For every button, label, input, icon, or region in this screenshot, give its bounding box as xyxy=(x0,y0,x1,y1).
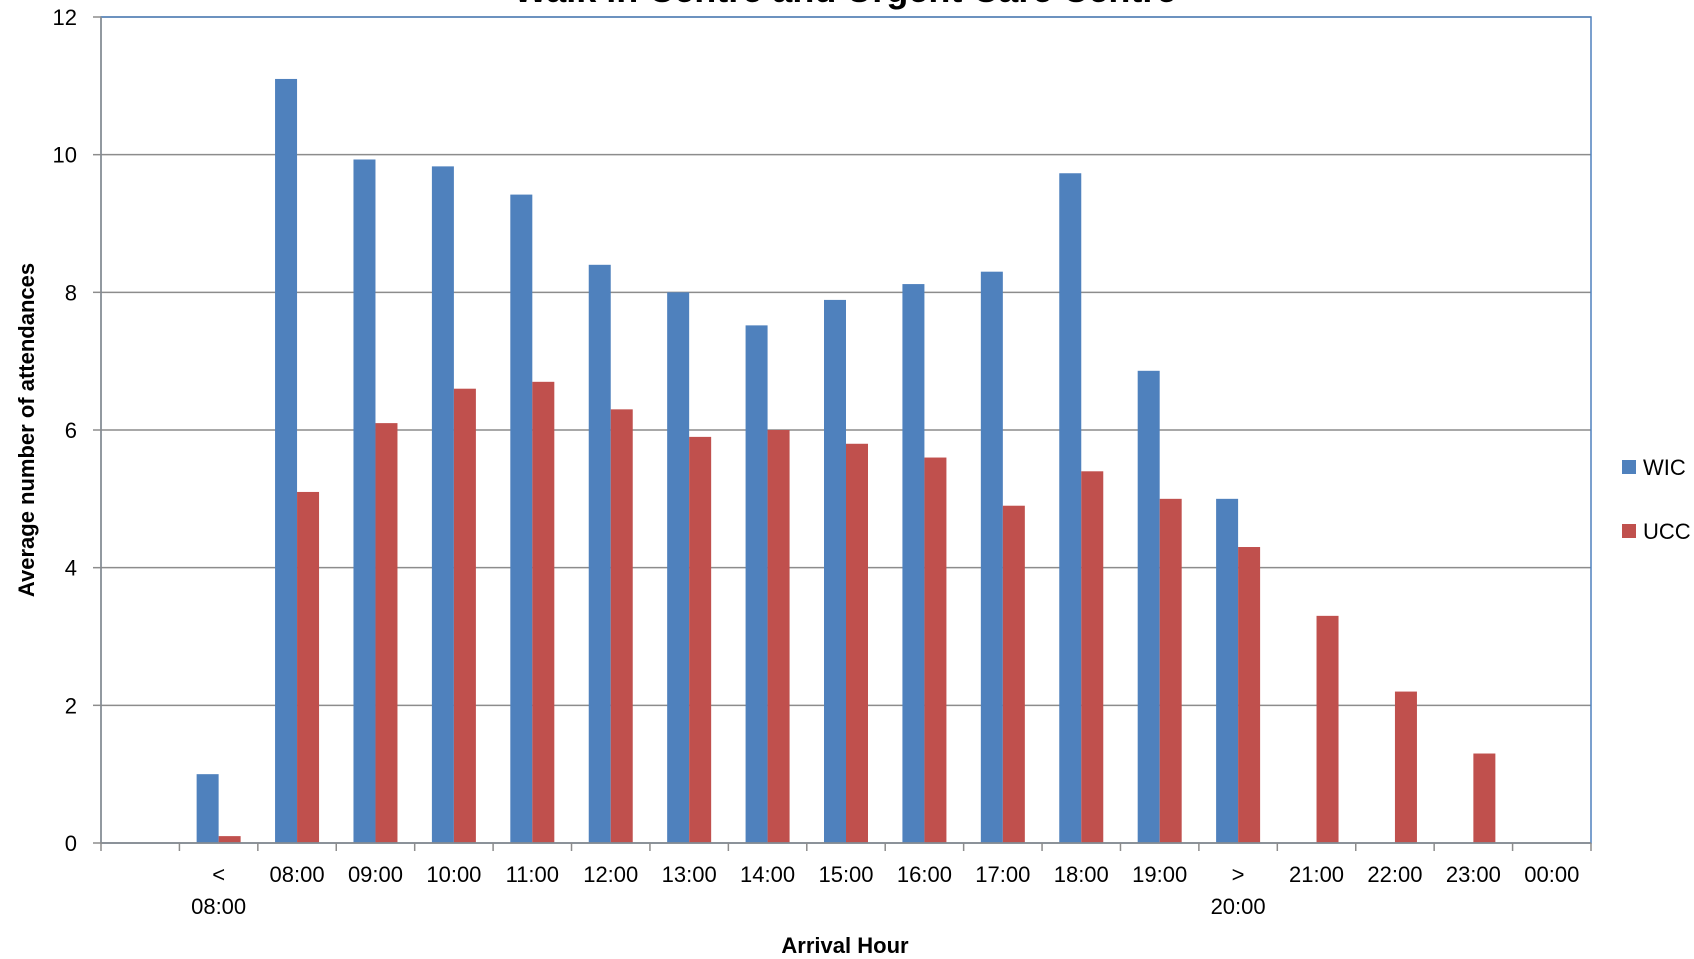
bar-ucc-7 xyxy=(689,436,712,843)
legend: WIC UCC xyxy=(1622,455,1691,544)
x-tick-label-12: 18:00 xyxy=(1054,862,1109,887)
bar-wic-10 xyxy=(902,284,925,843)
bar-ucc-13 xyxy=(1159,498,1182,843)
bar-wic-1 xyxy=(196,774,219,843)
bar-ucc-15 xyxy=(1316,615,1339,843)
bar-wic-5 xyxy=(510,194,533,844)
bar-ucc-10 xyxy=(924,457,947,843)
y-tick-label-10: 10 xyxy=(53,143,77,168)
bar-ucc-5 xyxy=(532,381,555,843)
x-tick-label-10: 16:00 xyxy=(897,862,952,887)
y-tick-label-4: 4 xyxy=(65,556,77,581)
x-tick-label-14: >20:00 xyxy=(1211,862,1266,919)
y-axis-title: Average number of attendances xyxy=(14,263,39,597)
x-tick-label-8: 14:00 xyxy=(740,862,795,887)
y-tick-label-12: 12 xyxy=(53,5,77,30)
x-tick-label-15: 21:00 xyxy=(1289,862,1344,887)
bar-ucc-11 xyxy=(1002,505,1025,843)
x-tick-label-3: 09:00 xyxy=(348,862,403,887)
bar-wic-2 xyxy=(275,78,298,843)
x-axis-title: Arrival Hour xyxy=(781,933,909,958)
legend-swatch-ucc xyxy=(1622,524,1636,538)
x-tick-labels: <08:00 08:00 09:00 10:00 11:00 12:00 13:00 14:0… xyxy=(191,862,1579,919)
bar-ucc-17 xyxy=(1473,753,1496,843)
bar-ucc-1 xyxy=(218,836,241,843)
y-tick-label-8: 8 xyxy=(65,280,77,305)
x-tick-label-5: 11:00 xyxy=(506,862,559,887)
y-tick-label-0: 0 xyxy=(65,831,77,856)
x-tick-label-2: 08:00 xyxy=(270,862,325,887)
bar-wic-11 xyxy=(980,271,1003,843)
x-tick-label-17: 23:00 xyxy=(1446,862,1501,887)
legend-label-wic: WIC xyxy=(1643,455,1686,480)
bar-wic-8 xyxy=(745,325,768,844)
x-tick-label-18: 00:00 xyxy=(1524,862,1579,887)
bar-wic-13 xyxy=(1137,370,1160,843)
bar-ucc-12 xyxy=(1081,471,1104,843)
x-tick-label-4: 10:00 xyxy=(426,862,481,887)
x-tick-label-6: 12:00 xyxy=(583,862,638,887)
bar-ucc-3 xyxy=(375,423,398,843)
chart-title: Walk in Centre and Urgent Care Centre xyxy=(514,0,1177,10)
y-tick-labels: 0 2 4 6 8 10 12 xyxy=(53,5,77,856)
x-tick-label-11: 17:00 xyxy=(975,862,1030,887)
x-tick-label-7: 13:00 xyxy=(662,862,717,887)
x-tick-label-9: 15:00 xyxy=(818,862,873,887)
bar-wic-14 xyxy=(1216,498,1239,843)
bar-ucc-16 xyxy=(1394,691,1417,843)
bar-wic-12 xyxy=(1059,173,1082,844)
bar-wic-9 xyxy=(824,299,846,843)
bar-wic-7 xyxy=(667,292,690,843)
bar-ucc-8 xyxy=(767,430,790,843)
legend-label-ucc: UCC xyxy=(1643,519,1691,544)
bar-wic-3 xyxy=(353,159,376,844)
y-tick-label-2: 2 xyxy=(65,693,77,718)
bar-ucc-14 xyxy=(1238,547,1261,843)
bar-wic-4 xyxy=(431,166,454,843)
axes xyxy=(93,16,1592,851)
x-tick-label-16: 22:00 xyxy=(1367,862,1422,887)
bar-ucc-2 xyxy=(297,491,320,843)
x-tick-label-1: <08:00 xyxy=(191,862,246,919)
bar-ucc-9 xyxy=(846,443,868,843)
x-tick-label-13: 19:00 xyxy=(1132,862,1187,887)
bar-ucc-6 xyxy=(610,409,633,843)
bar-wic-6 xyxy=(588,264,611,843)
bars xyxy=(196,78,1496,844)
legend-swatch-wic xyxy=(1622,460,1636,474)
bar-ucc-4 xyxy=(453,388,476,843)
y-tick-label-6: 6 xyxy=(65,418,77,443)
